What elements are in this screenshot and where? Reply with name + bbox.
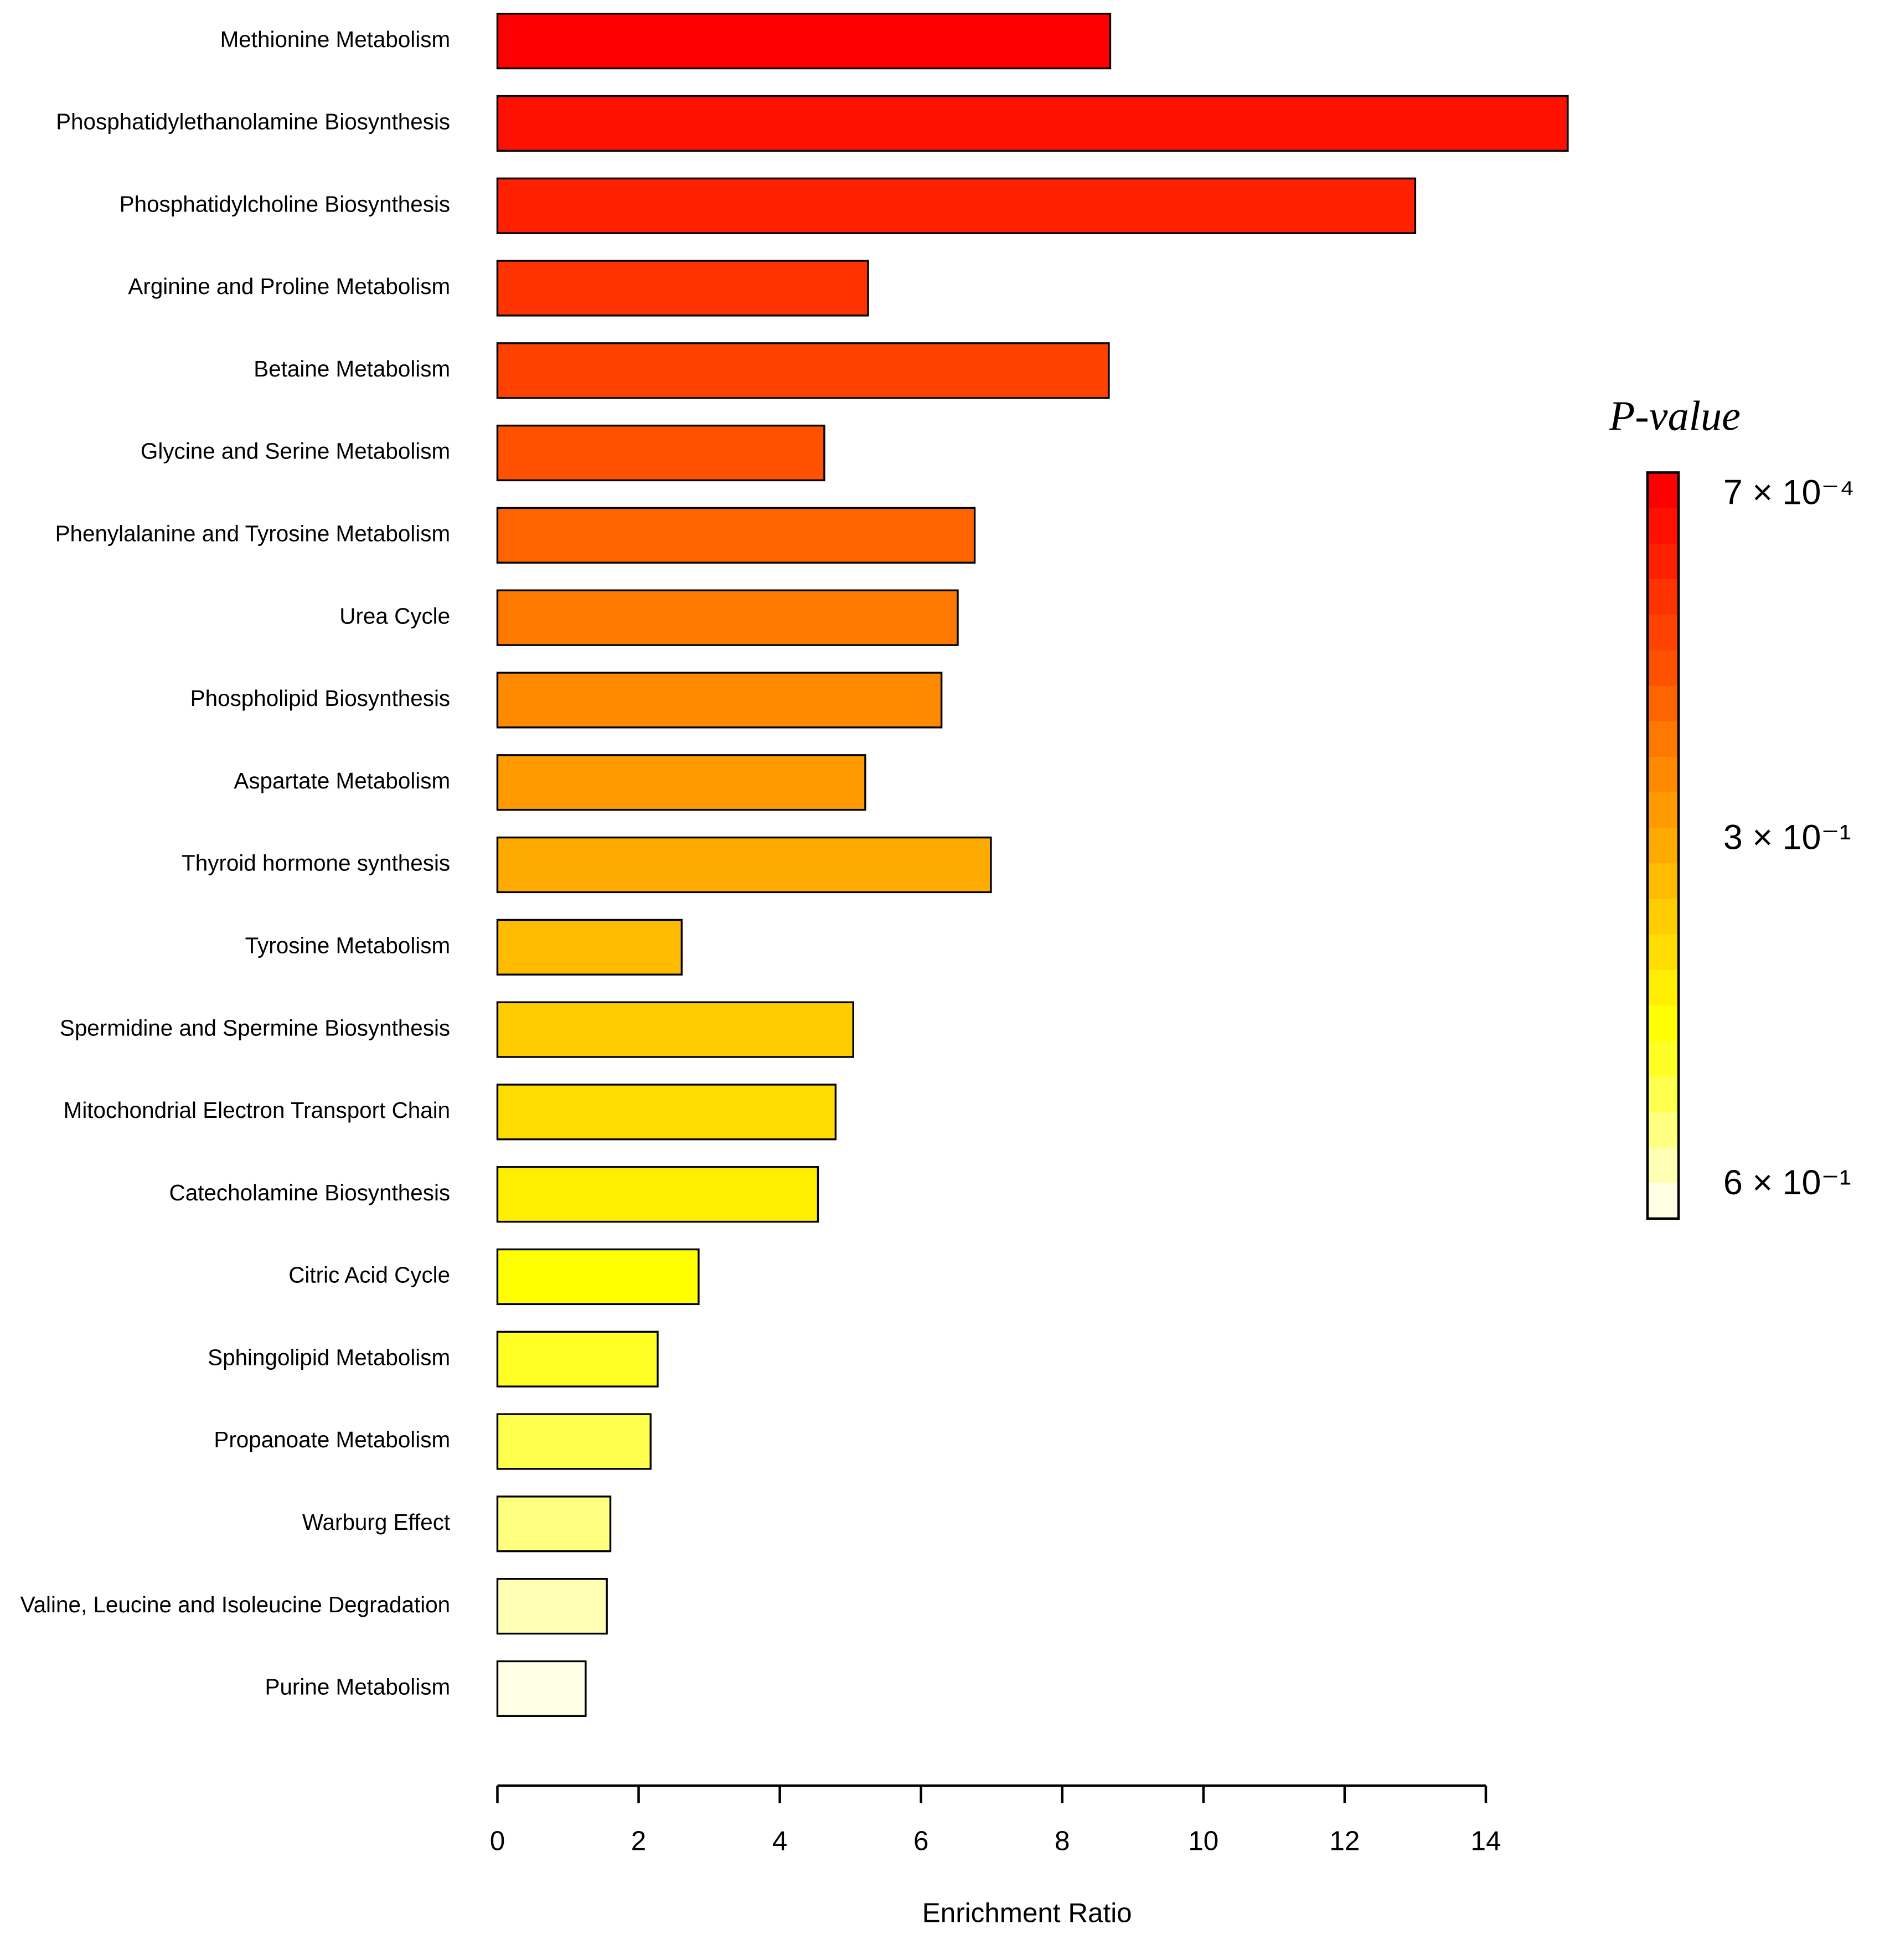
colorbar-band xyxy=(1647,899,1679,935)
x-tick-label: 2 xyxy=(631,1825,646,1856)
bar xyxy=(496,1166,819,1223)
bar xyxy=(496,507,976,564)
colorbar-band xyxy=(1647,756,1679,793)
bar xyxy=(496,1330,659,1388)
colorbar-band xyxy=(1647,543,1679,580)
bar xyxy=(496,13,1112,70)
bar xyxy=(496,424,825,482)
colorbar-label: 3 × 10⁻¹ xyxy=(1723,818,1851,857)
y-tick-label: Tyrosine Metabolism xyxy=(245,932,451,958)
x-tick-label: 0 xyxy=(490,1825,505,1856)
bar xyxy=(496,1248,700,1306)
x-tick-label: 12 xyxy=(1329,1825,1360,1856)
y-tick-label: Spermidine and Spermine Biosynthesis xyxy=(60,1015,450,1040)
y-tick-label: Phospholipid Biosynthesis xyxy=(190,685,450,711)
x-tick-label: 8 xyxy=(1055,1825,1070,1856)
bar xyxy=(496,589,959,646)
x-tick-label: 4 xyxy=(772,1825,787,1856)
bar xyxy=(496,836,992,894)
x-tick-label: 10 xyxy=(1188,1825,1218,1856)
colorbar-band xyxy=(1647,1041,1679,1077)
bar xyxy=(496,919,683,976)
bar xyxy=(496,1495,612,1552)
colorbar-band xyxy=(1647,650,1679,687)
y-tick-label: Catecholamine Biosynthesis xyxy=(169,1180,451,1205)
colorbar-band xyxy=(1647,863,1679,900)
bar xyxy=(496,177,1417,234)
y-tick-label: Glycine and Serine Metabolism xyxy=(141,439,450,464)
y-tick-label: Aspartate Metabolism xyxy=(234,768,450,793)
y-tick-label: Phenylalanine and Tyrosine Metabolism xyxy=(55,521,451,546)
colorbar-band xyxy=(1647,1147,1679,1184)
y-tick-label: Citric Acid Cycle xyxy=(288,1262,450,1288)
colorbar-band xyxy=(1647,1076,1679,1113)
y-tick-label: Betaine Metabolism xyxy=(254,356,450,381)
y-tick-label: Propanoate Metabolism xyxy=(214,1427,450,1452)
y-tick-label: Sphingolipid Metabolism xyxy=(208,1344,450,1370)
colorbar-band xyxy=(1647,934,1679,971)
colorbar-label: 7 × 10⁻⁴ xyxy=(1723,473,1855,512)
colorbar-band xyxy=(1647,579,1679,616)
colorbar-band xyxy=(1647,721,1679,757)
x-tick-label: 14 xyxy=(1470,1825,1501,1856)
y-tick-label: Purine Metabolism xyxy=(265,1674,451,1700)
colorbar-band xyxy=(1647,969,1679,1007)
bar xyxy=(496,1660,587,1717)
colorbar-band xyxy=(1647,792,1679,829)
bar xyxy=(496,342,1110,399)
colorbar-band xyxy=(1647,685,1679,722)
colorbar-band xyxy=(1647,508,1679,544)
bar xyxy=(496,95,1569,152)
y-tick-label: Phosphatidylcholine Biosynthesis xyxy=(120,191,450,216)
y-tick-label: Warburg Effect xyxy=(302,1509,450,1535)
y-tick-label: Arginine and Proline Metabolism xyxy=(128,274,450,299)
x-tick-label: 6 xyxy=(913,1825,928,1856)
y-tick-label: Phosphatidylethanolamine Biosynthesis xyxy=(56,109,450,135)
bar xyxy=(496,1413,652,1470)
y-tick-label: Mitochondrial Electron Transport Chain xyxy=(64,1097,450,1123)
x-axis-label: Enrichment Ratio xyxy=(922,1898,1132,1928)
colorbar-frame xyxy=(1646,471,1680,1220)
bar xyxy=(496,260,869,317)
y-tick-label: Valine, Leucine and Isoleucine Degradati… xyxy=(20,1592,451,1617)
colorbar-band xyxy=(1647,828,1679,864)
colorbar-title: P-value xyxy=(1609,393,1741,440)
bar xyxy=(496,1084,837,1141)
bar xyxy=(496,1001,854,1058)
colorbar-band xyxy=(1647,1112,1679,1148)
colorbar-band xyxy=(1647,472,1679,509)
y-tick-label: Thyroid hormone synthesis xyxy=(182,850,450,876)
y-tick-label: Methionine Metabolism xyxy=(220,27,450,52)
y-tick-label: Urea Cycle xyxy=(339,603,450,628)
colorbar-band xyxy=(1647,615,1679,651)
bar xyxy=(496,1578,608,1635)
bar xyxy=(496,672,943,729)
colorbar-band xyxy=(1647,1005,1679,1042)
colorbar-band xyxy=(1647,1183,1679,1220)
bar xyxy=(496,754,866,811)
colorbar-label: 6 × 10⁻¹ xyxy=(1723,1163,1851,1202)
